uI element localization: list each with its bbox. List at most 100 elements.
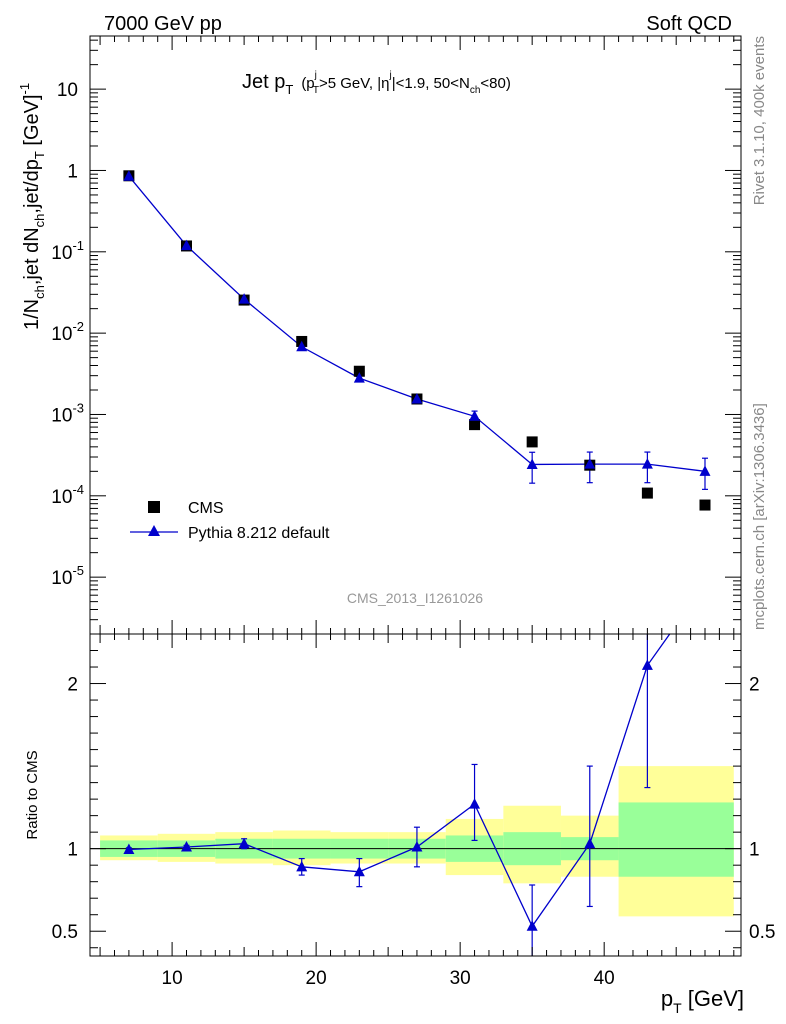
pythia-point [296, 340, 308, 352]
cms-point [641, 487, 653, 499]
pythia-point [469, 410, 481, 421]
ratio-point [238, 837, 250, 849]
xlabel-unit: [GeV] [682, 986, 744, 1011]
process-label: Soft QCD [646, 13, 732, 35]
title-cond-sub2: ch [470, 85, 481, 96]
ylabel-d-sup: -1 [17, 83, 32, 95]
ratio-point [180, 841, 192, 852]
y-tick-base: 10 [57, 80, 78, 101]
cms-point [699, 499, 711, 511]
analysis-id: CMS_2013_I1261026 [347, 590, 483, 606]
cms-point [526, 436, 538, 448]
title-cond-mid1: >5 GeV, |η [319, 75, 389, 92]
y-tick-label: 1 [67, 161, 78, 182]
x-tick-label: 30 [450, 968, 471, 989]
ratio-point [123, 843, 135, 854]
ratio-y-tick-label-right: 2 [749, 675, 760, 696]
x-tick-label: 10 [162, 968, 183, 989]
ratio-y-tick-label: 0.5 [52, 922, 78, 943]
y-tick-label: 10-3 [51, 400, 84, 426]
pythia-point [641, 458, 653, 469]
pythia-point [699, 465, 711, 476]
cms-point [353, 365, 365, 377]
pythia-point [584, 458, 596, 469]
title-cond-sup2: j [388, 70, 391, 81]
title-cond-end: <80) [480, 75, 510, 92]
y-tick-exponent: -4 [72, 482, 84, 497]
y-tick-exponent: -5 [72, 563, 84, 578]
ratio-point [353, 865, 365, 877]
y-tick-base: 10 [51, 568, 72, 589]
ratio-plot-area [90, 634, 741, 956]
ratio-y-tick-label-right: 0.5 [749, 922, 775, 943]
y-tick-label: 10 [57, 80, 78, 101]
y-tick-base: 10 [51, 405, 72, 426]
y-tick-base: 10 [51, 324, 72, 345]
y-tick-label: 10-1 [51, 238, 84, 264]
ratio-band-inner [618, 802, 734, 877]
pythia-point [526, 458, 538, 469]
ratio-series [123, 634, 671, 956]
title-main: Jet p [242, 71, 285, 93]
ylabel-b-sub: ch [32, 214, 47, 228]
y-tick-base: 1 [67, 161, 78, 182]
ylabel-c: ,jet/dp [21, 159, 43, 213]
rivet-label: Rivet 3.1.10, 400k events [751, 36, 768, 205]
legend-cms-label: CMS [188, 500, 224, 517]
y-tick-label: 10-2 [51, 319, 84, 345]
cms-point [469, 419, 481, 431]
main-frame [89, 35, 742, 635]
legend-pythia-marker [148, 525, 160, 536]
ylabel-c-sub: T [32, 151, 47, 159]
ylabel-a-sub: ch [32, 285, 47, 299]
main-ylabel: 1/Nch,jet dNch,jet/dpT [GeV]-1 [17, 83, 47, 330]
y-tick-label: 10-5 [51, 563, 84, 589]
title-cond-mid2: |<1.9, 50<N [392, 75, 470, 92]
ratio-axes: 10 20 30 40 0.5 0.5 1 1 2 2 [52, 633, 775, 989]
xlabel-main: p [661, 986, 673, 1011]
ylabel-b: ,jet dN [21, 227, 43, 285]
title-cond-sup1: j [314, 70, 317, 81]
x-tick-label: 20 [306, 968, 327, 989]
pythia-point [411, 392, 423, 404]
y-tick-base: 10 [51, 243, 72, 264]
ratio-y-tick-label: 1 [67, 840, 78, 861]
ratio-xlabel: pT [GeV] [661, 986, 744, 1016]
xlabel-sub: T [673, 1000, 682, 1016]
ratio-y-tick-label-right: 1 [749, 840, 760, 861]
y-tick-label: 10-4 [51, 482, 84, 508]
y-tick-base: 10 [51, 487, 72, 508]
pythia-point [353, 372, 365, 383]
ratio-ylabel: Ratio to CMS [24, 750, 41, 839]
y-tick-exponent: -3 [72, 400, 84, 415]
legend-pythia-label: Pythia 8.212 default [188, 525, 330, 542]
main-plot-area [123, 170, 711, 511]
ylabel-a: 1/N [21, 299, 43, 330]
legend: CMS Pythia 8.212 default [130, 500, 330, 542]
ratio-point [641, 659, 653, 670]
title-cond-sub1: T [313, 85, 319, 96]
ratio-point [296, 860, 308, 872]
title-main-sub: T [285, 82, 293, 97]
x-tick-label: 40 [594, 968, 615, 989]
energy-label: 7000 GeV pp [104, 13, 222, 35]
pythia-point [180, 239, 192, 251]
y-tick-exponent: -2 [72, 319, 84, 334]
pythia-line [128, 175, 706, 472]
y-tick-exponent: -1 [72, 238, 84, 253]
ratio-point [526, 920, 538, 931]
ylabel-d: [GeV] [21, 94, 43, 151]
ratio-point [469, 798, 481, 809]
pythia-point [123, 170, 135, 181]
plot-title: Jet pT (pj T>5 GeV, |ηj|<1.9, 50<Nch<80) [242, 70, 511, 97]
ratio-frame [89, 633, 742, 957]
title-cond-open: (p [301, 75, 314, 92]
ratio-point [411, 841, 423, 852]
legend-cms-marker [148, 501, 160, 513]
ratio-point [584, 837, 596, 849]
ratio-y-tick-label: 2 [67, 675, 78, 696]
pythia-point [238, 293, 250, 304]
source-label: mcplots.cern.ch [arXiv:1306.3436] [751, 403, 768, 630]
